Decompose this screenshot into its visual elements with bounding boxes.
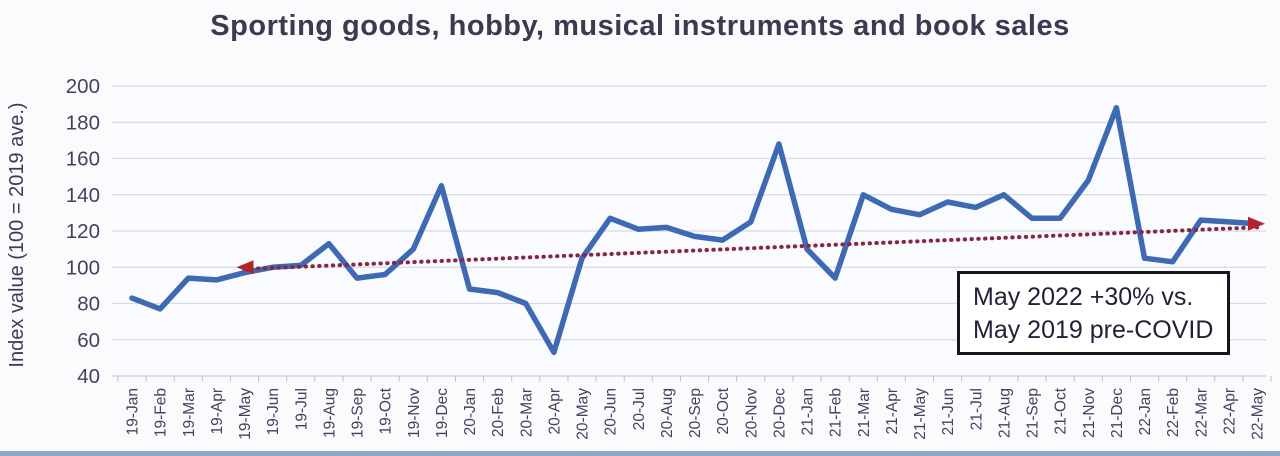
x-tick-label: 19-Aug [321,388,338,438]
x-tick-label: 20-Jun [603,388,620,435]
y-tick-label: 140 [66,184,100,207]
y-tick-label: 40 [77,365,100,388]
x-tick-label: 21-Jan [800,388,817,435]
y-tick-label: 100 [66,256,100,279]
x-tick-label: 19-Dec [434,388,451,438]
x-tick-label: 22-Feb [1165,388,1182,437]
x-tick-label: 20-Nov [743,388,760,438]
x-tick-label: 20-Jan [462,388,479,435]
x-tick-label: 19-Feb [153,388,170,437]
x-tick-label: 22-Apr [1221,388,1238,435]
x-tick-label: 21-May [912,388,929,440]
x-tick-label: 20-Aug [659,388,676,438]
sales-line [129,105,1260,356]
y-tick-label: 80 [77,293,100,316]
y-tick-label: 60 [77,329,100,352]
x-tick-label: 19-Jan [125,388,142,435]
x-tick-label: 21-Oct [1053,387,1070,434]
x-tick-label: 20-Feb [490,388,507,437]
x-tick-label: 19-Sep [350,388,367,438]
x-tick-label: 20-Mar [518,388,535,437]
x-tick-label: 21-Aug [996,388,1013,438]
x-tick-label: 22-Mar [1193,388,1210,437]
x-tick-label: 20-Apr [546,388,563,435]
trend-line [242,225,1259,272]
x-tick-label: 20-Sep [687,388,704,438]
x-tick-label: 19-Oct [378,387,395,434]
trend-end-marker [1248,216,1265,231]
x-tick-label: 19-Mar [181,388,198,437]
x-tick-label: 19-Apr [209,388,226,435]
x-tick-label: 21-Jun [940,388,957,435]
x-tick-label: 21-Mar [856,388,873,437]
x-tick-label: 21-Apr [884,388,901,435]
annotation-line-2: May 2019 pre-COVID [973,316,1214,344]
x-tick-label: 20-Dec [771,388,788,438]
x-tick-label: 19-May [237,388,254,440]
x-tick-label: 21-Dec [1109,388,1126,438]
y-tick-label: 120 [66,220,100,243]
annotation-line-1: May 2022 +30% vs. [973,283,1194,311]
x-tick-label: 19-Jun [265,388,282,435]
bottom-edge-strip [0,451,1280,456]
x-tick-label: 21-Sep [1025,388,1042,438]
trend-start-marker [236,260,254,275]
x-tick-label: 22-May [1250,388,1267,440]
x-tick-label: 20-May [575,388,592,440]
x-tick-label: 19-Jul [293,388,310,430]
x-tick-label: 22-Jan [1137,388,1154,435]
x-tick-label: 21-Feb [828,388,845,437]
y-tick-label: 160 [66,148,100,171]
chart-title: Sporting goods, hobby, musical instrumen… [210,10,1070,42]
x-tick-label: 21-Jul [968,388,985,430]
y-tick-label: 200 [66,75,100,98]
x-tick-label: 20-Jul [631,388,648,430]
annotation-box: May 2022 +30% vs. May 2019 pre-COVID [957,271,1230,355]
x-tick-label: 19-Nov [406,388,423,438]
x-tick-label: 21-Nov [1081,388,1098,438]
x-tick-label: 20-Oct [715,387,732,434]
y-tick-label: 180 [66,111,100,134]
